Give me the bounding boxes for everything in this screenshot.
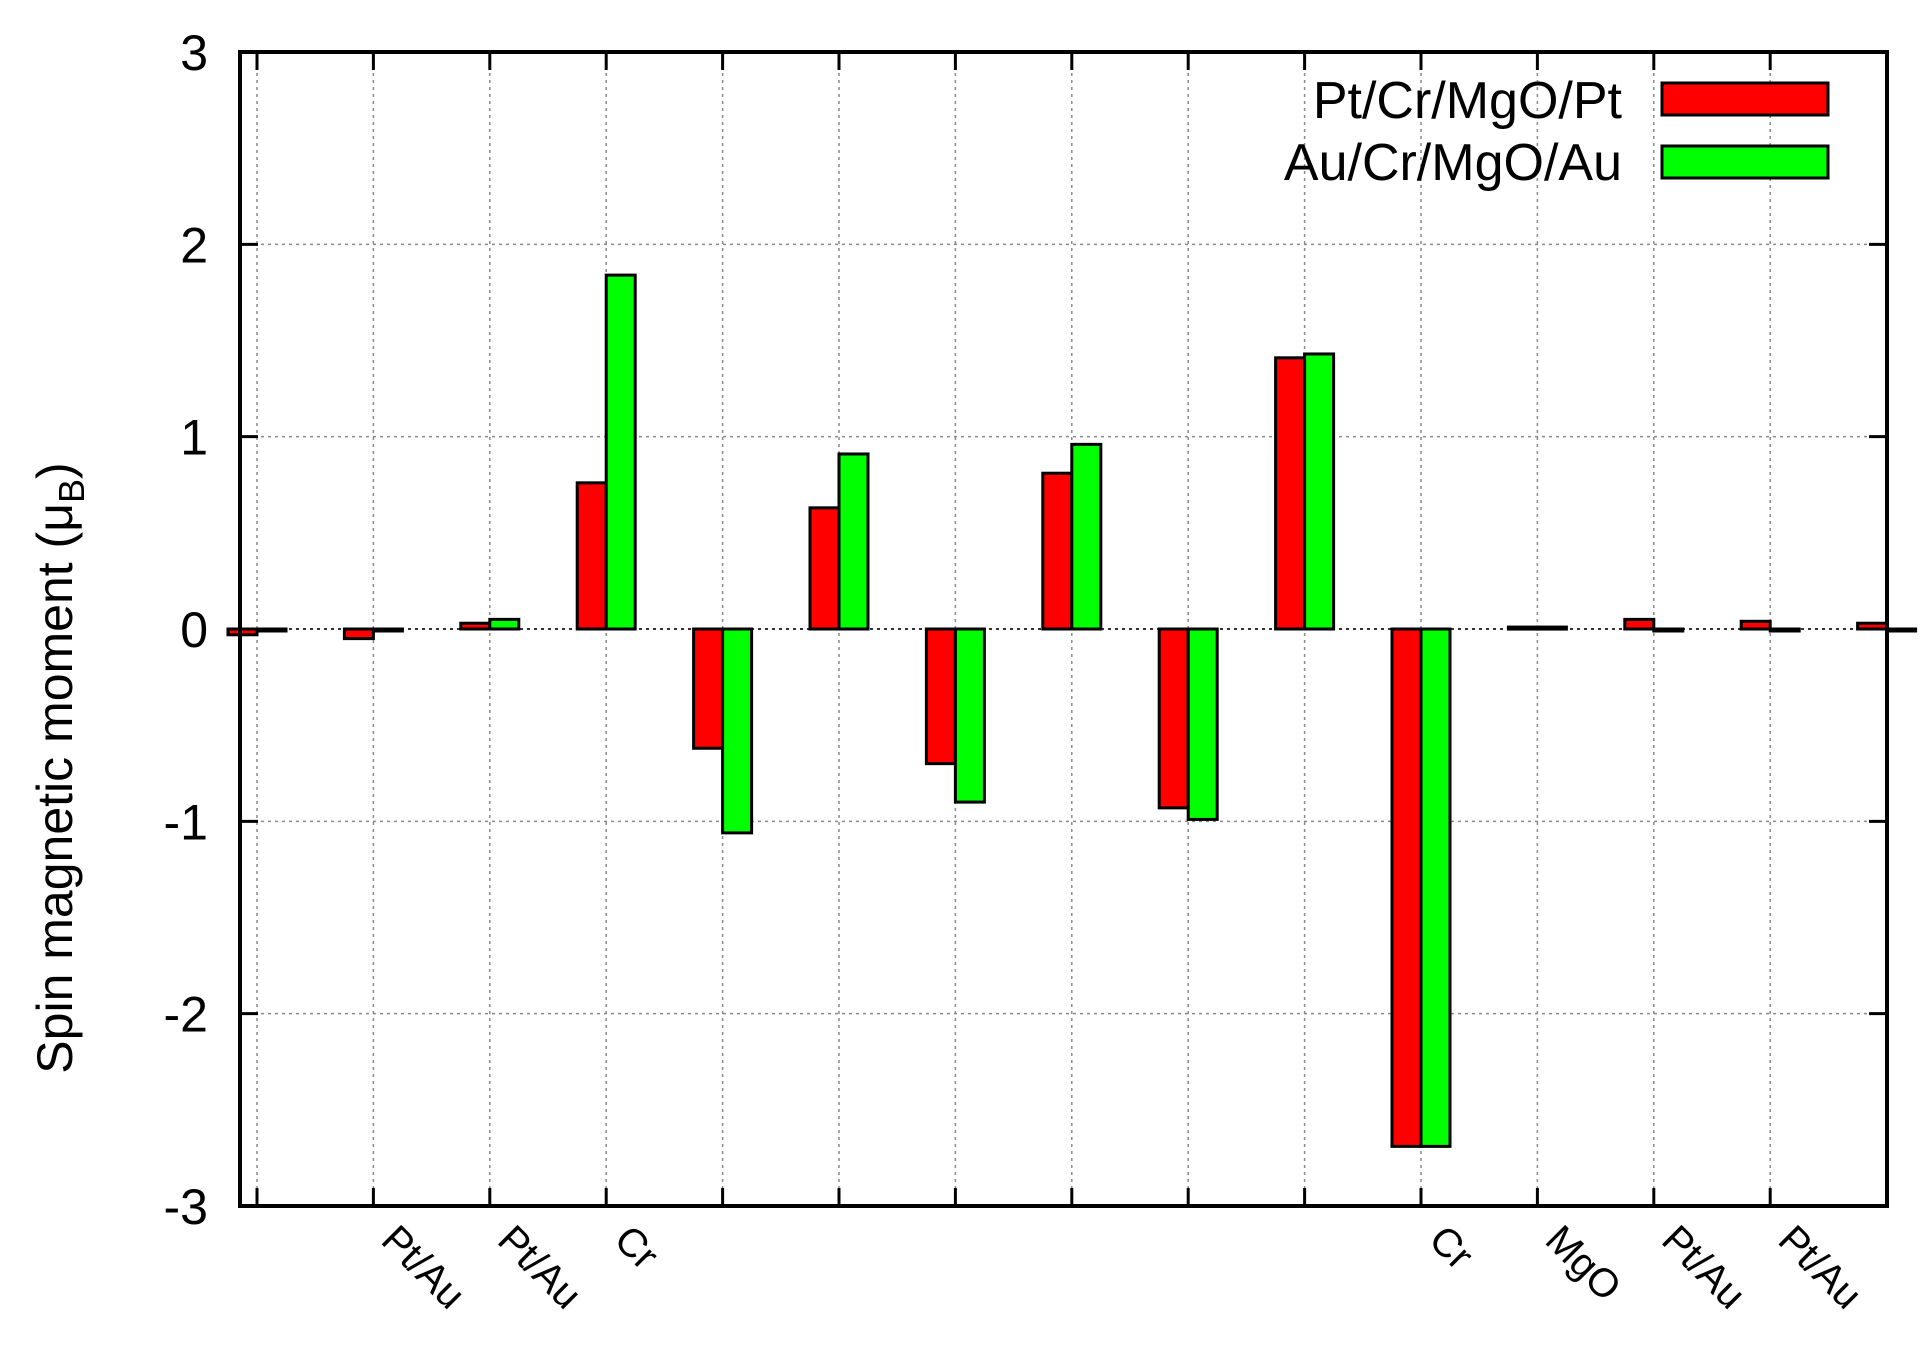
bar-series-1	[575, 481, 608, 631]
legend-swatch-series-2	[1660, 144, 1830, 180]
axis-layer	[238, 50, 1889, 1208]
bar-series-1	[342, 627, 375, 641]
bar-series-2	[1885, 627, 1918, 633]
bar-series-2	[1070, 442, 1103, 631]
bar-series-2	[371, 627, 404, 633]
y-axis-title-main: Spin magnetic moment (μ	[27, 503, 83, 1074]
bar-series-1	[924, 627, 957, 766]
y-tick-label: 0	[180, 602, 208, 658]
legend: Pt/Cr/MgO/Pt Au/Cr/MgO/Au	[1284, 72, 1830, 192]
legend-swatch-series-1	[1660, 81, 1830, 117]
bar-series-2	[604, 273, 637, 631]
bar-series-2	[837, 452, 870, 631]
bar-series-1	[1157, 627, 1190, 810]
bar-series-1	[808, 506, 841, 631]
bar-layer	[226, 273, 1918, 1148]
legend-label-series-1: Pt/Cr/MgO/Pt	[1313, 72, 1623, 130]
y-tick-label: 3	[180, 25, 208, 81]
bar-series-2	[1186, 627, 1219, 821]
y-tick-label: 2	[180, 217, 208, 273]
bar-series-1	[1274, 356, 1307, 631]
y-tick-label: 1	[180, 410, 208, 466]
y-tick-label: -1	[164, 794, 208, 850]
y-axis-title-close: )	[27, 462, 83, 479]
bar-series-1	[1390, 627, 1423, 1148]
bar-series-1	[1739, 619, 1772, 631]
bar-series-2	[1768, 627, 1801, 633]
bar-series-2	[1652, 627, 1685, 633]
bar-series-2	[1303, 352, 1336, 631]
bar-series-1	[1506, 625, 1539, 631]
bar-series-2	[255, 627, 288, 633]
y-tick-label: -2	[164, 987, 208, 1043]
bar-series-1	[459, 621, 492, 631]
bar-series-2	[721, 627, 754, 835]
bar-series-1	[692, 627, 725, 750]
y-axis-title-subscript: B	[51, 479, 92, 503]
bar-series-1	[1041, 471, 1074, 631]
bar-series-2	[1419, 627, 1452, 1148]
bar-series-2	[1535, 625, 1568, 631]
y-tick-label: -3	[164, 1179, 208, 1235]
bar-series-2	[953, 627, 986, 804]
plot-frame	[238, 50, 1889, 1208]
y-axis-title: Spin magnetic moment (μB)	[27, 462, 92, 1073]
bar-series-2	[488, 617, 521, 631]
legend-label-series-2: Au/Cr/MgO/Au	[1284, 134, 1622, 192]
bar-series-1	[1623, 617, 1656, 631]
